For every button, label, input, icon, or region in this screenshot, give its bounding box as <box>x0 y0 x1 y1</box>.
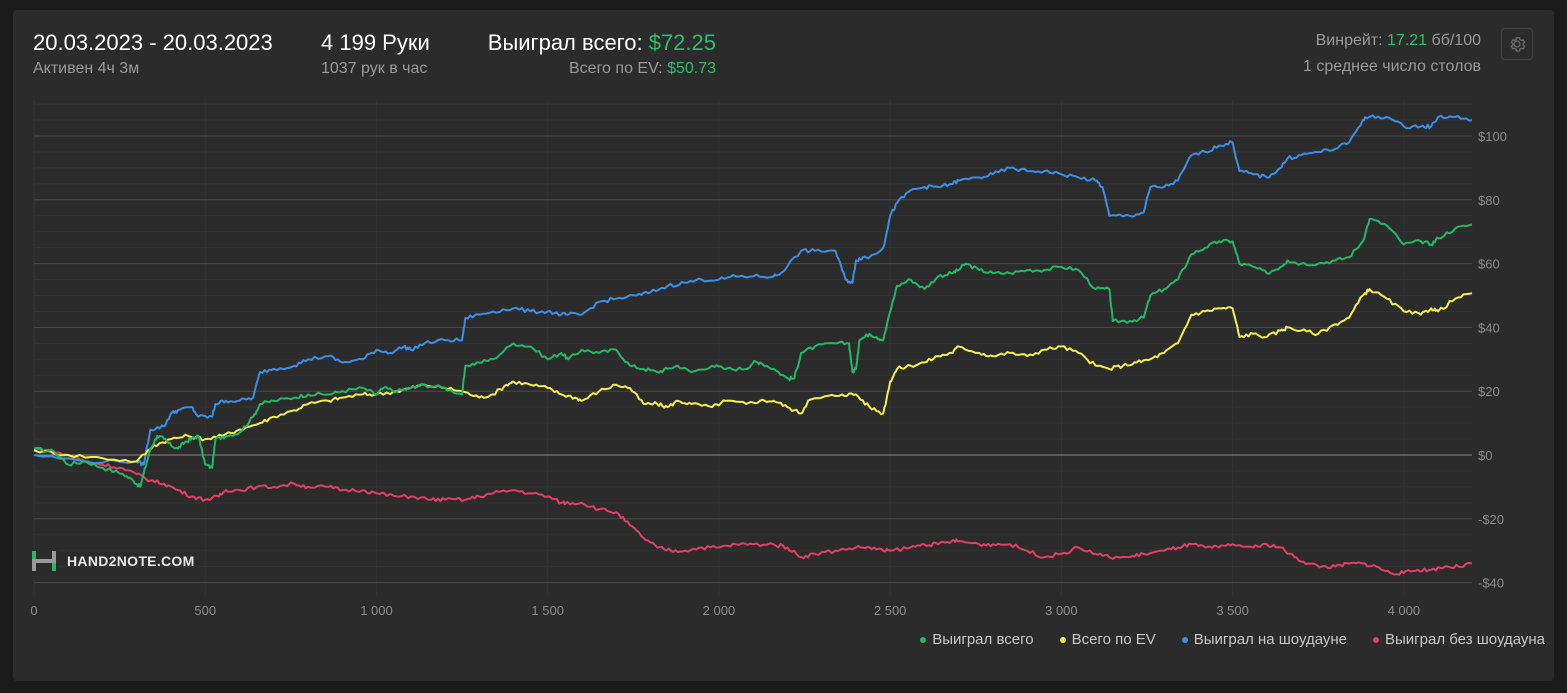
won-total-value: $72.25 <box>648 30 716 55</box>
settings-button[interactable] <box>1501 28 1533 60</box>
legend-label-won-total: Выиграл всего <box>932 631 1034 648</box>
x-tick-label: 0 <box>30 603 37 618</box>
x-tick-label: 3 000 <box>1045 603 1078 618</box>
winrate-unit: бб/100 <box>1431 32 1481 49</box>
legend-item-ev[interactable]: Всего по EV <box>1059 631 1156 648</box>
hand2note-logo-text: HAND2NOTE.COM <box>67 553 195 569</box>
y-tick-label: -$40 <box>1478 576 1504 591</box>
legend-item-won-total[interactable]: Выиграл всего <box>920 631 1034 648</box>
x-tick-label: 2 500 <box>874 603 907 618</box>
winrate-value: 17.21 <box>1387 32 1428 49</box>
series-layer <box>33 114 1473 576</box>
y-tick-label: $20 <box>1478 384 1500 399</box>
hands-per-hour: 1037 рук в час <box>321 60 428 77</box>
x-tick-label: 2 000 <box>703 603 736 618</box>
chart-legend: Выиграл всего Всего по EV Выиграл на шоу… <box>920 631 1545 648</box>
ev-label: Всего по EV: <box>569 60 663 77</box>
x-tick-label: 1 000 <box>360 603 393 618</box>
ev-value: $50.73 <box>667 60 716 77</box>
y-tick-label: $0 <box>1478 448 1492 463</box>
y-axis: -$40 -$20 $0 $20 $40 $60 $80 $100 <box>1478 129 1507 591</box>
gear-icon <box>1510 37 1526 52</box>
series-line-3 <box>33 447 1473 576</box>
legend-label-no-showdown: Выиграл без шоудауна <box>1385 631 1545 648</box>
won-total-label: Выиграл всего: <box>487 30 643 55</box>
won-total: Выиграл всего: $72.25 <box>488 30 716 56</box>
y-tick-label: $40 <box>1478 320 1500 335</box>
grid-minor <box>33 100 1472 595</box>
series-line-1 <box>33 288 1473 463</box>
active-time: Активен 4ч 3м <box>33 60 140 77</box>
winrate: Винрейт: 17.21 бб/100 <box>1316 32 1481 50</box>
series-line-0 <box>33 217 1473 488</box>
x-tick-label: 3 500 <box>1216 603 1249 618</box>
legend-item-no-showdown[interactable]: Выиграл без шоудауна <box>1373 631 1545 648</box>
x-axis: 0 500 1 000 1 500 2 000 2 500 3 000 3 500 4 000 <box>30 603 1420 618</box>
legend-label-ev: Всего по EV <box>1071 631 1156 648</box>
legend-dot-no-showdown <box>1373 636 1380 643</box>
series-line-2 <box>33 114 1473 467</box>
chart-panel: 20.03.2023 - 20.03.2023 Активен 4ч 3м 4 … <box>13 10 1554 681</box>
y-tick-label: -$20 <box>1478 512 1504 527</box>
x-tick-label: 1 500 <box>531 603 564 618</box>
avg-tables: 1 среднее число столов <box>1303 58 1481 75</box>
ev-total: Всего по EV: $50.73 <box>569 60 716 78</box>
y-tick-label: $100 <box>1478 129 1507 144</box>
hand2note-logo-icon <box>30 549 58 573</box>
legend-dot-showdown <box>1181 636 1188 643</box>
hand2note-logo: HAND2NOTE.COM <box>29 548 195 574</box>
date-range: 20.03.2023 - 20.03.2023 <box>33 30 273 55</box>
legend-dot-won-total <box>920 636 927 643</box>
y-tick-label: $80 <box>1478 193 1500 208</box>
winrate-label: Винрейт: <box>1315 32 1383 49</box>
hands-count: 4 199 Руки <box>321 30 430 55</box>
legend-label-showdown: Выиграл на шоудауне <box>1193 631 1348 648</box>
x-tick-label: 500 <box>194 603 216 618</box>
y-tick-label: $60 <box>1478 257 1500 272</box>
legend-dot-ev <box>1059 636 1066 643</box>
x-tick-label: 4 000 <box>1388 603 1421 618</box>
legend-item-showdown[interactable]: Выиграл на шоудауне <box>1181 631 1348 648</box>
grid-major <box>34 135 1472 584</box>
